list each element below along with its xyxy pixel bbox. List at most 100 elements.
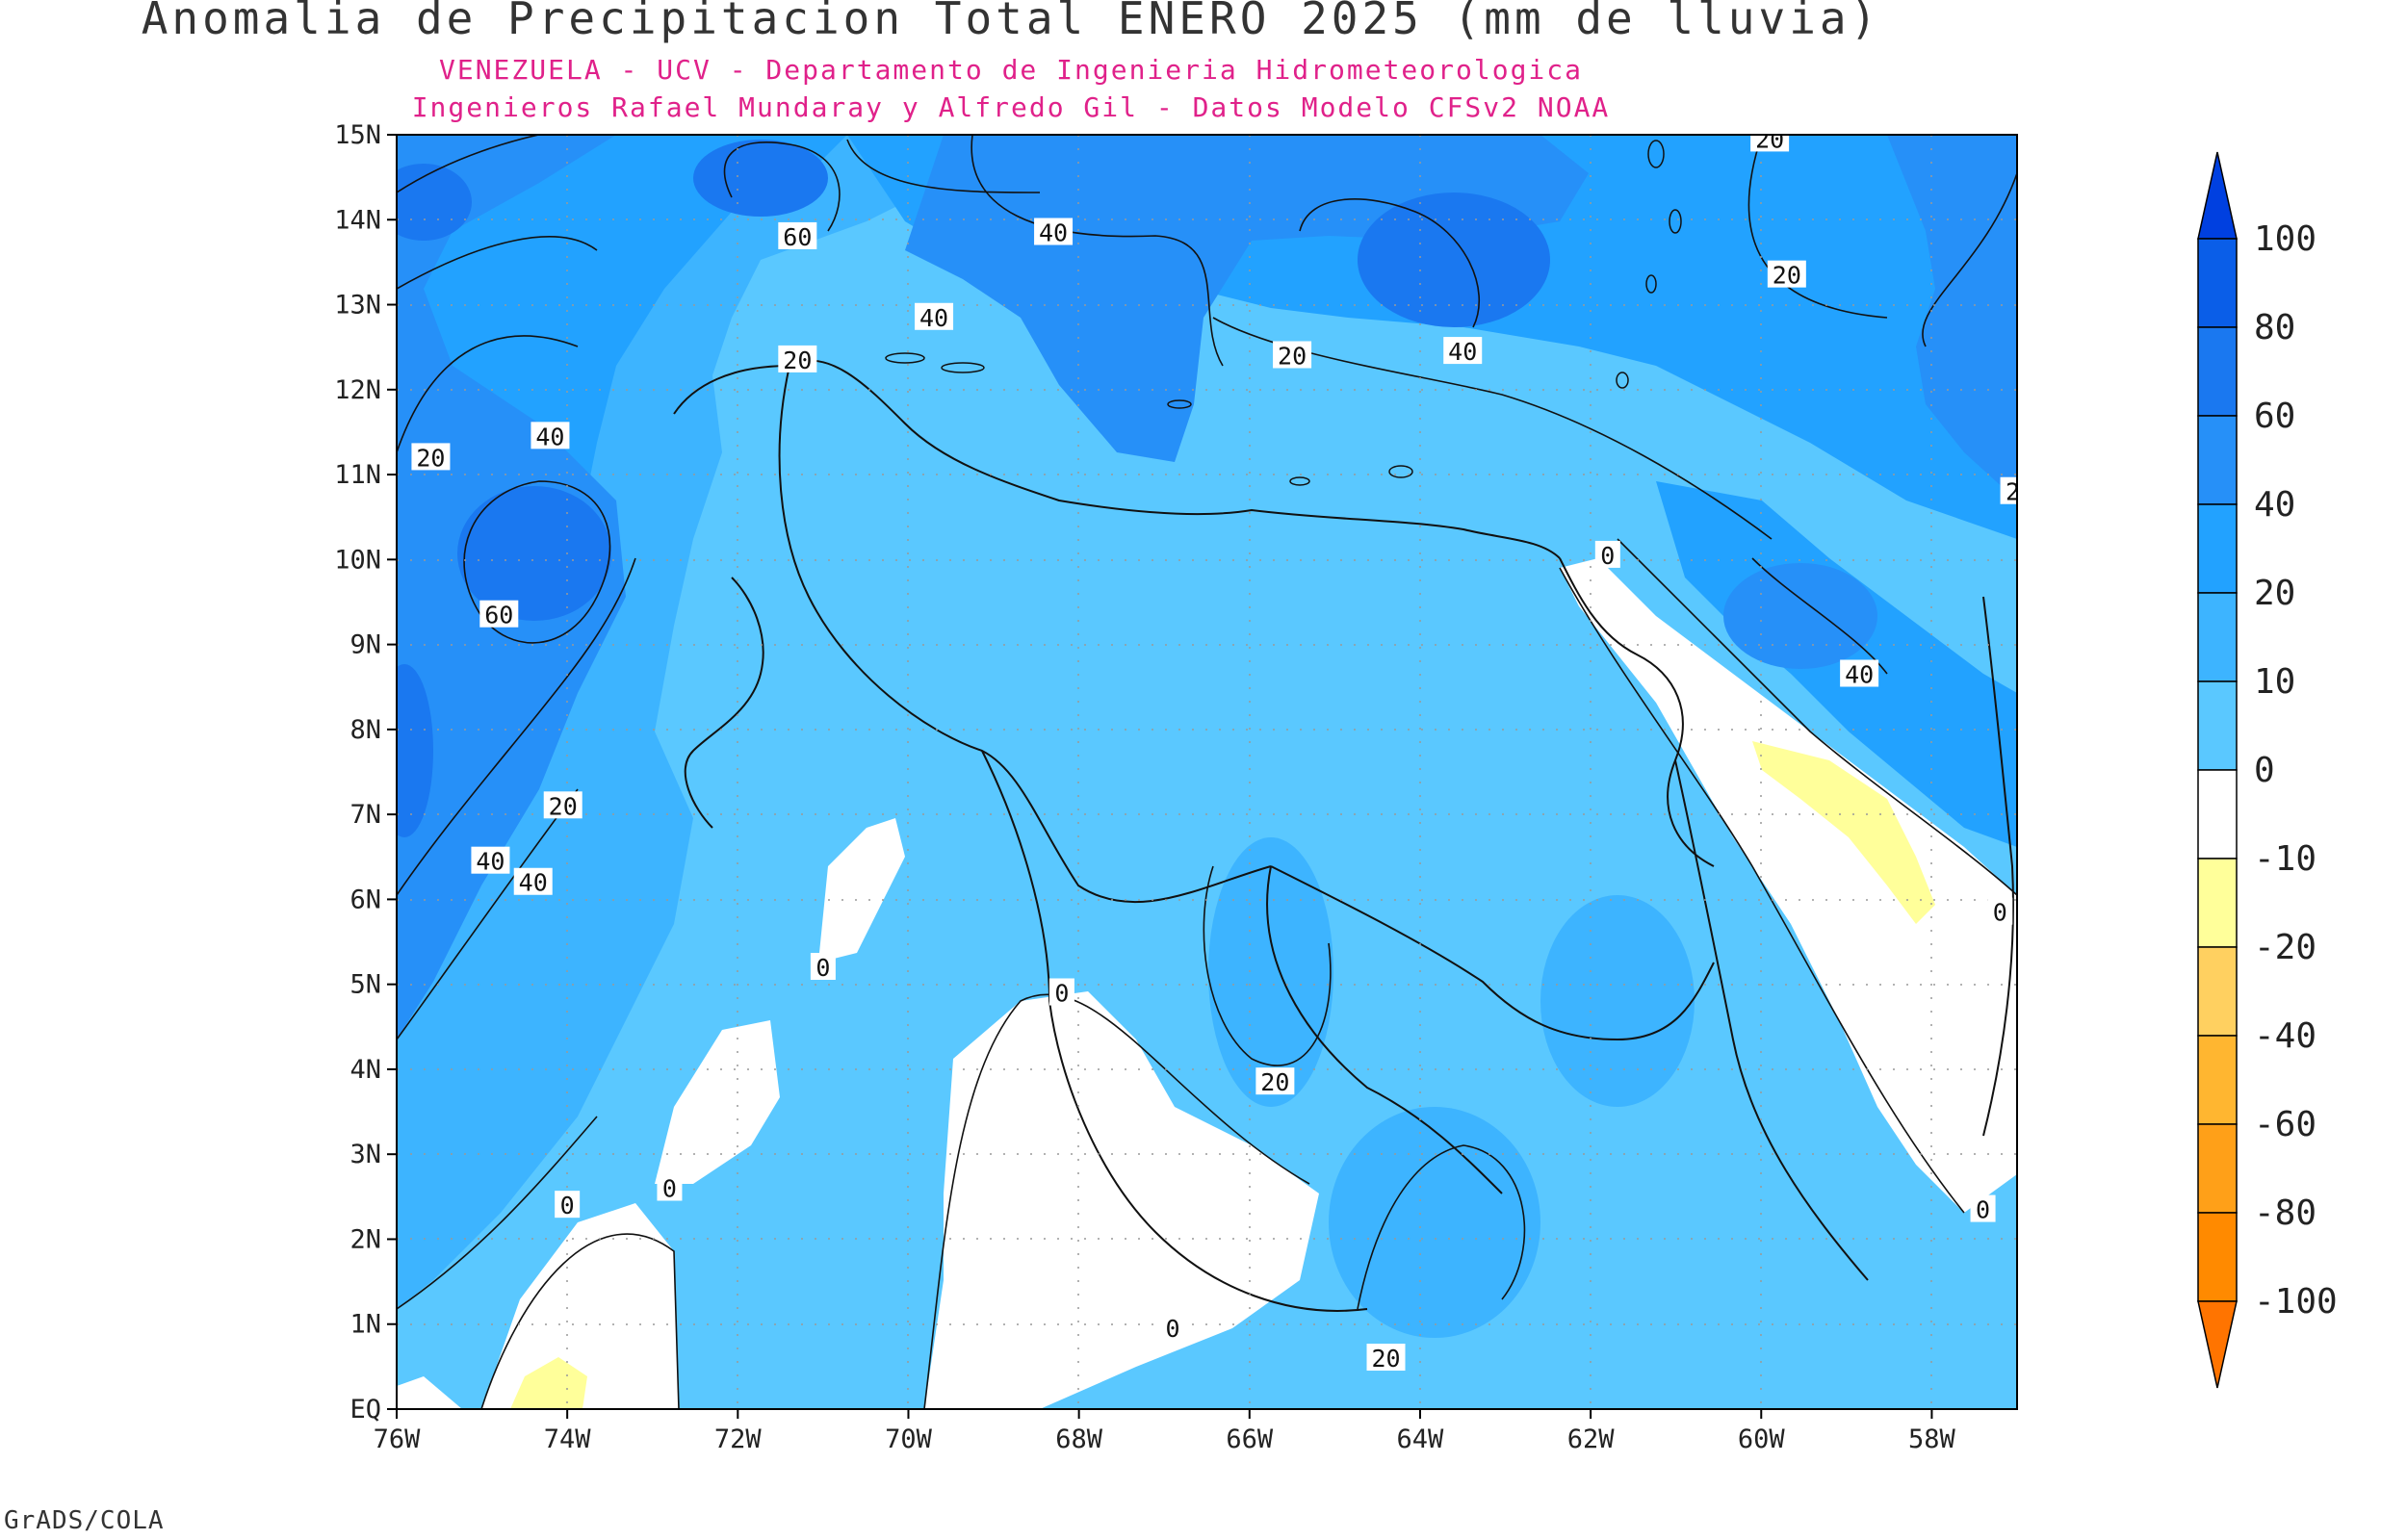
lon-tick-label: 72W bbox=[714, 1424, 763, 1454]
contour-label: 20 bbox=[1255, 1067, 1295, 1096]
lat-tick-label: 15N bbox=[334, 120, 381, 150]
contour-label-box bbox=[1160, 1314, 1186, 1342]
contour-label: 60 bbox=[479, 600, 519, 629]
lat-tick-label: 13N bbox=[334, 291, 381, 321]
field-neg-amazon bbox=[924, 991, 1319, 1409]
colorbar-top-arrow bbox=[2197, 151, 2238, 240]
field-10-guiana bbox=[1540, 895, 1695, 1107]
lat-tick-label: 1N bbox=[349, 1310, 381, 1340]
contour-label: 20 bbox=[1273, 341, 1312, 370]
contour-label-box bbox=[1750, 135, 1790, 152]
contour-label-box bbox=[471, 846, 510, 874]
contour-label: 0 bbox=[555, 1191, 581, 1219]
field-60-colombia bbox=[457, 486, 611, 621]
contour-label-text: 20 bbox=[1773, 262, 1801, 290]
contour-label: 40 bbox=[1840, 659, 1879, 688]
contour-label-text: 20 bbox=[783, 346, 812, 374]
lat-tick-label: 5N bbox=[349, 970, 381, 1000]
contour-label-text: 0 bbox=[1054, 979, 1069, 1007]
lon-tick-label: 76W bbox=[374, 1424, 422, 1454]
contour-label-box bbox=[778, 345, 817, 372]
contour-label-box bbox=[778, 221, 817, 249]
contour-label: 0 bbox=[1970, 1194, 1996, 1224]
contour-label-box bbox=[1273, 341, 1312, 369]
field-60-caribbean-east bbox=[1358, 192, 1550, 327]
lat-tick-label: 2N bbox=[349, 1224, 381, 1254]
contour-label-text: 40 bbox=[1039, 219, 1068, 247]
contour-label: 0 bbox=[810, 953, 836, 982]
contour-label-text: 0 bbox=[1600, 542, 1615, 570]
colorbar-segment bbox=[2197, 858, 2238, 948]
field-60-west-edge bbox=[397, 664, 433, 837]
contour-label-text: 60 bbox=[783, 223, 812, 251]
field-40-atlantic bbox=[1723, 563, 1877, 669]
contour-label-box bbox=[915, 302, 954, 330]
field-20-40-west bbox=[397, 135, 847, 962]
contour-label-box bbox=[1987, 897, 2013, 925]
colorbar-level-label: 100 bbox=[2254, 219, 2316, 259]
contour-label-text: 20 bbox=[549, 792, 578, 820]
colorbar-level-label: 10 bbox=[2254, 662, 2295, 702]
colorbar-segment bbox=[2197, 326, 2238, 417]
contour-label-box bbox=[411, 443, 451, 471]
contour-label: 0 bbox=[1160, 1314, 1186, 1343]
lat-tick-label: 8N bbox=[349, 715, 381, 745]
contour-label: 40 bbox=[513, 867, 553, 897]
contour-label-box bbox=[2000, 476, 2017, 504]
contour-label: 20 bbox=[1750, 125, 1790, 153]
contour-label-box bbox=[1767, 260, 1806, 288]
lat-tick-label: 4N bbox=[349, 1055, 381, 1085]
field-40-ne bbox=[1887, 135, 2017, 500]
lat-tick-label: 12N bbox=[334, 375, 381, 405]
contour-label-text: 40 bbox=[1845, 660, 1874, 688]
contour-label: 40 bbox=[1443, 337, 1483, 366]
contour-label-text: 20 bbox=[1371, 1345, 1400, 1373]
colorbar-level-label: -40 bbox=[2254, 1016, 2316, 1056]
colorbar-segment bbox=[2197, 238, 2238, 328]
contour-label-text: 40 bbox=[519, 869, 548, 897]
field-neg-colombia-west bbox=[818, 818, 905, 962]
contour-label-text: 20 bbox=[1755, 125, 1784, 153]
contour-label-box bbox=[513, 867, 553, 895]
colorbar-level-label: 40 bbox=[2254, 485, 2295, 525]
colorbar-segment bbox=[2197, 680, 2238, 771]
contour-label: 0 bbox=[657, 1173, 683, 1203]
contour-label: 20 bbox=[1767, 260, 1806, 290]
contour-label: 0 bbox=[1594, 540, 1620, 570]
contour-label: 20 bbox=[411, 443, 451, 472]
lat-tick-label: 14N bbox=[334, 205, 381, 235]
colorbar-level-label: -60 bbox=[2254, 1105, 2316, 1144]
contour-label-text: 40 bbox=[476, 848, 505, 876]
contour-label-text: 0 bbox=[1166, 1315, 1180, 1343]
colorbar-segment bbox=[2197, 503, 2238, 594]
colorbar-level-label: 80 bbox=[2254, 308, 2295, 347]
field-neg10-guyana bbox=[1752, 741, 1935, 924]
lon-tick-label: 74W bbox=[544, 1424, 592, 1454]
colorbar-level-label: -100 bbox=[2254, 1282, 2338, 1322]
contour-label-box bbox=[531, 422, 570, 449]
colorbar-segment bbox=[2197, 415, 2238, 505]
contour-label: 20 bbox=[543, 791, 582, 820]
lon-tick-label: 60W bbox=[1738, 1424, 1786, 1454]
field-neg-colombia-mid bbox=[655, 1020, 780, 1184]
lat-tick-label: 3N bbox=[349, 1140, 381, 1169]
field-20-40-atlantic bbox=[1656, 481, 2017, 847]
contour-label-text: 0 bbox=[662, 1175, 677, 1203]
field-neg-sw-corner bbox=[397, 1376, 462, 1409]
colorbar-level-label: -20 bbox=[2254, 928, 2316, 967]
contour-label: 40 bbox=[1034, 218, 1074, 247]
field-neg-guyana bbox=[1560, 558, 2017, 1213]
contour-label: 40 bbox=[471, 846, 510, 876]
contour-label-text: 20 bbox=[1260, 1068, 1289, 1096]
colorbar-bottom-arrow bbox=[2197, 1300, 2238, 1389]
software-credit: GrADS/COLA bbox=[4, 1506, 165, 1535]
colorbar-level-label: 60 bbox=[2254, 397, 2295, 436]
longitude-axis: 76W 74W 72W 70W 68W 66W 64W 62W 60W 58W bbox=[374, 1409, 1956, 1454]
contour-label-text: 40 bbox=[535, 423, 564, 450]
field-20-amazonas bbox=[1208, 837, 1333, 1107]
contour-label-box bbox=[543, 791, 582, 819]
chart-title: Anomalia de Precipitacion Total ENERO 20… bbox=[141, 0, 1881, 44]
lon-tick-label: 58W bbox=[1908, 1424, 1956, 1454]
field-60-caribbean-west bbox=[693, 140, 828, 217]
